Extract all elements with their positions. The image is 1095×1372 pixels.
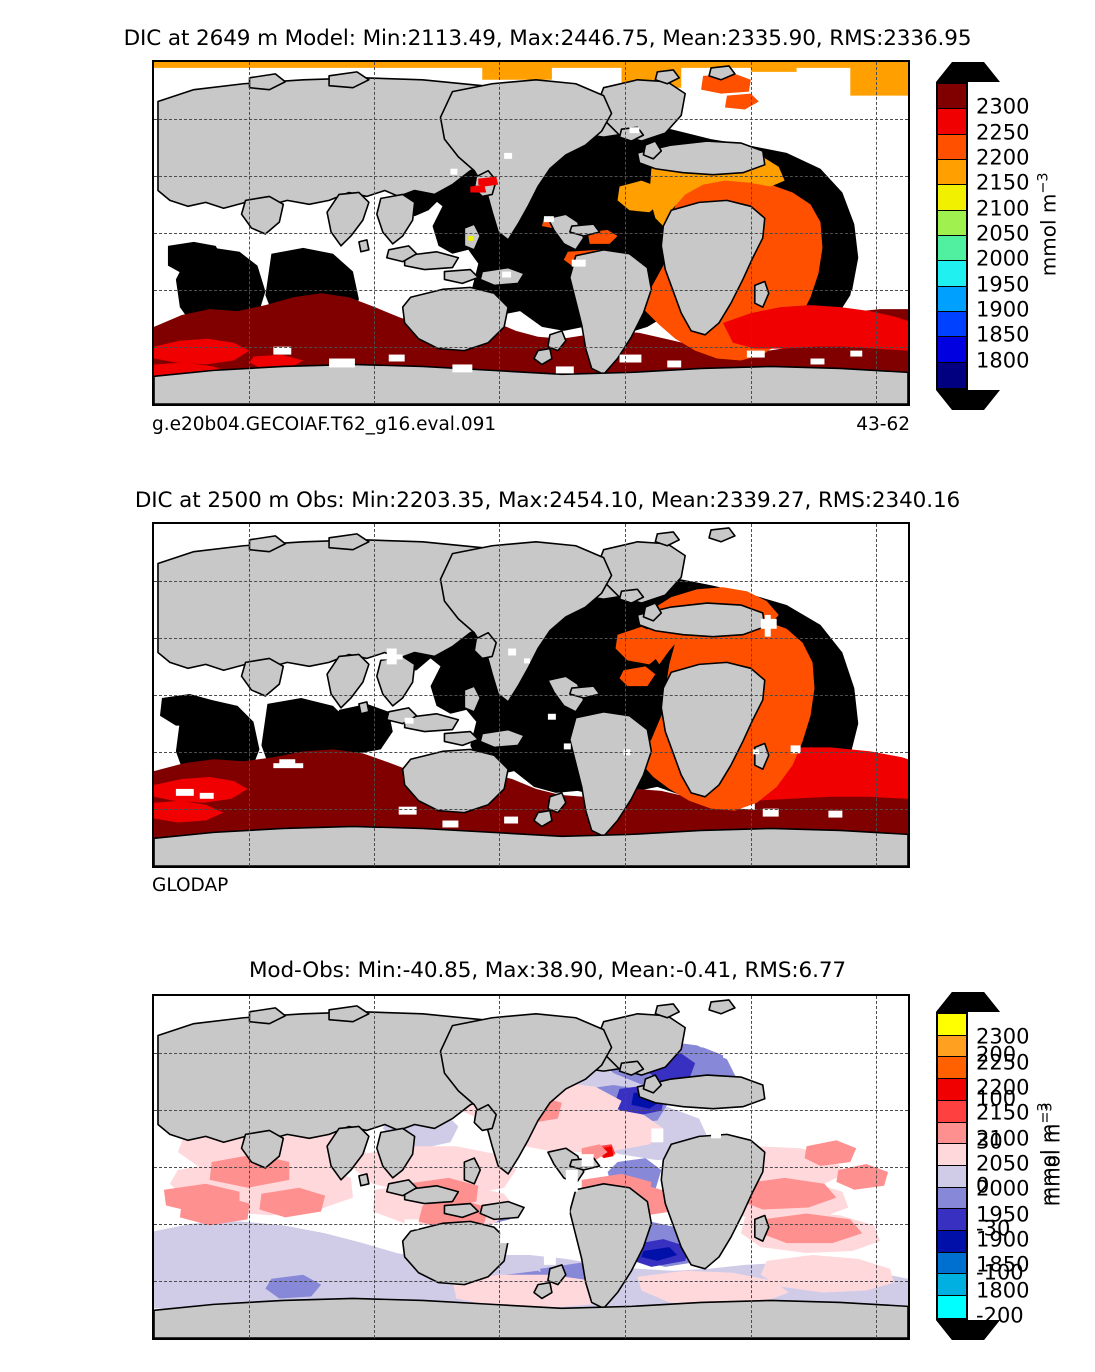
colorbar-tick-label: 2150 [976,1100,1030,1125]
map-obs-footer-left: GLODAP [152,875,229,896]
colorbar-band [938,235,966,262]
panel-model-title: DIC at 2649 m Model: Min:2113.49, Max:24… [123,26,972,51]
colorbar-band [938,1274,966,1297]
colorbar-diff: 200 100 30 0 -30 -100 -200 mmol m−3 [936,992,1086,1342]
colorbar-tick-label: 2050 [976,221,1030,246]
colorbar-band [938,109,966,135]
colorbar-tick-label: 1850 [976,322,1030,347]
colorbar-tick-label: 2050 [976,1151,1030,1176]
colorbar-tick-label: 1900 [976,297,1030,322]
colorbar-tick-label: 2000 [976,246,1030,271]
map-diff [152,994,910,1340]
colorbar-tick-label: 200 [976,1042,1017,1067]
colorbar-tick-label: -200 [976,1303,1024,1328]
map-diff-canvas [154,996,908,1338]
colorbar-tick-label: -100 [976,1260,1024,1285]
colorbar-tick-label: 2300 [976,1024,1030,1049]
colorbar-tick-label: 1950 [976,272,1030,297]
colorbar-tick-label: 2100 [976,196,1030,221]
panel-model: DIC at 2649 m Model: Min:2113.49, Max:24… [0,0,1095,455]
colorbar-tick-label: -30 [976,1216,1011,1241]
colorbar-tick-label: 2200 [976,145,1030,170]
colorbar-band [938,134,966,160]
colorbar-tick-label: 2150 [976,170,1030,195]
colorbar-tick-label: 30 [976,1129,1003,1154]
colorbar-band [938,1057,966,1080]
colorbar-tick-label: 1900 [976,1227,1030,1252]
colorbar-model: 2300 2250 2200 2150 2100 2050 2000 1950 1900 1850… [936,62,1086,412]
colorbar-band [938,210,966,236]
colorbar-tick-label: 1950 [976,1202,1030,1227]
colorbar-tick-label: 0 [976,1173,990,1198]
colorbar-tick-label: 1850 [976,1252,1030,1277]
panel-diff-title: Mod-Obs: Min:-40.85, Max:38.90, Mean:-0.… [248,958,846,983]
colorbar-tick-label: 2250 [976,1050,1030,1075]
map-model [152,60,910,406]
colorbar-extend-above-icon [936,62,1000,82]
colorbar-tick-label: 2250 [976,120,1030,145]
colorbar-band [938,1231,966,1253]
colorbar-band [938,1014,966,1036]
colorbar-model-units: mmol m−3 [1035,172,1061,277]
colorbar-band [938,261,966,287]
colorbar-band [938,311,966,338]
colorbar-model-bands [936,82,968,390]
colorbar-band [938,1165,966,1188]
colorbar-band [938,1035,966,1058]
colorbar-tick-label: 1800 [976,1278,1030,1303]
colorbar-band [938,1187,966,1210]
map-obs [152,522,910,868]
colorbar-tick-label: 2000 [976,1176,1030,1201]
map-model-footer-left: g.e20b04.GECOIAF.T62_g16.eval.091 [152,414,497,435]
map-obs-canvas [154,524,908,866]
colorbar-diff-units: mmol m−3 [1039,1102,1065,1207]
colorbar-band [938,1144,966,1166]
panel-diff: Mod-Obs: Min:-40.85, Max:38.90, Mean:-0.… [0,930,1095,1372]
colorbar-band [938,337,966,363]
colorbar-tick-label: 100 [976,1086,1017,1111]
colorbar-extend-below-icon [936,1320,1000,1340]
colorbar-band [938,286,966,312]
colorbar-tick-label: 2200 [976,1075,1030,1100]
colorbar-tick-label: 2100 [976,1126,1030,1151]
panel-obs: DIC at 2500 m Obs: Min:2203.35, Max:2454… [0,460,1095,1340]
colorbar-band [938,1100,966,1123]
colorbar-band [938,1122,966,1145]
colorbar-extend-above-icon [936,992,1000,1012]
colorbar-tick-label: 2300 [976,94,1030,119]
colorbar-band [938,1209,966,1232]
map-model-footer-right: 43-62 [856,414,910,435]
colorbar-tick-label: 1800 [976,348,1030,373]
colorbar-band [938,159,966,186]
colorbar-band [938,84,966,110]
colorbar-band [938,185,966,211]
colorbar-band [938,1252,966,1275]
panel-obs-title: DIC at 2500 m Obs: Min:2203.35, Max:2454… [134,488,961,513]
map-model-canvas [154,62,908,404]
colorbar-band [938,1079,966,1101]
colorbar-diff-bands [936,1012,968,1320]
colorbar-band [938,1296,966,1318]
colorbar-band [938,362,966,388]
colorbar-extend-below-icon [936,390,1000,410]
